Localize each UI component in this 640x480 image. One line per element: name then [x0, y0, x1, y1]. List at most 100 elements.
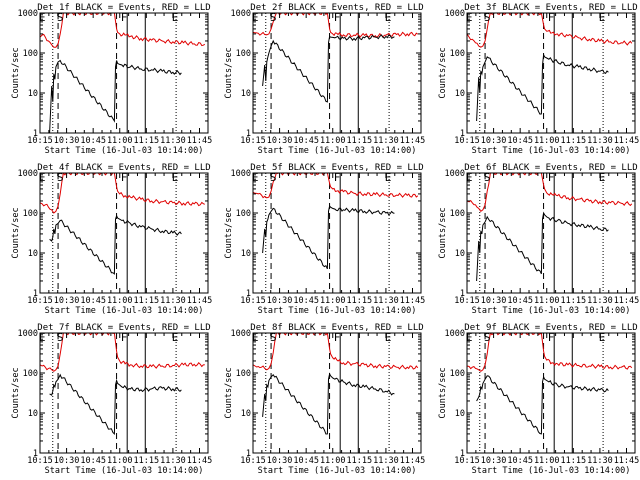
- y-tick-label: 1000: [445, 329, 465, 339]
- x-tick-label: 11:00: [534, 296, 560, 306]
- x-tick-label: 11:30: [587, 296, 613, 306]
- plot-frame: [39, 172, 209, 294]
- plot-frame: [39, 332, 209, 454]
- attenuator-flag-label: S: [484, 171, 491, 184]
- attenuator-flag-label: S: [484, 11, 491, 24]
- panel-title: Det 4f BLACK = Events, RED = LLD: [37, 163, 210, 173]
- y-axis-label: Counts/sec: [11, 207, 21, 258]
- x-tick-label: 11:00: [320, 456, 346, 466]
- events-series-line: [262, 372, 395, 435]
- x-tick-label: 11:00: [107, 136, 133, 146]
- x-tick-label: 10:30: [267, 456, 293, 466]
- x-axis-label: Start Time (16-Jul-03 10:14:00): [45, 306, 204, 316]
- plot-frame: [466, 172, 636, 294]
- y-tick-label: 100: [23, 49, 38, 59]
- y-tick-label: 1000: [445, 9, 465, 19]
- attenuator-flag-label: E: [599, 11, 606, 24]
- attenuator-flag-label: E: [252, 331, 259, 344]
- x-tick-label: 11:15: [561, 136, 587, 146]
- x-tick-label: 11:30: [373, 296, 399, 306]
- x-tick-label: 10:30: [481, 296, 507, 306]
- y-tick-label: 1: [246, 129, 251, 139]
- attenuator-flag-label: E: [599, 171, 606, 184]
- x-tick-label: 11:45: [400, 136, 426, 146]
- events-series-line: [49, 214, 182, 275]
- lld-series-line: [40, 173, 205, 214]
- attenuator-flag-label: F: [334, 11, 341, 24]
- x-tick-label: 10:45: [507, 456, 533, 466]
- panel-title: Det 6f BLACK = Events, RED = LLD: [464, 163, 637, 173]
- x-tick-label: 11:15: [561, 456, 587, 466]
- panel-title: Det 3f BLACK = Events, RED = LLD: [464, 3, 637, 13]
- x-tick-label: 10:15: [240, 456, 266, 466]
- y-tick-label: 100: [450, 49, 465, 59]
- x-tick-label: 11:45: [614, 136, 640, 146]
- y-tick-label: 1: [460, 129, 465, 139]
- y-tick-label: 1: [246, 289, 251, 299]
- x-tick-label: 10:15: [27, 136, 53, 146]
- x-tick-label: 10:45: [507, 136, 533, 146]
- y-tick-label: 1: [33, 449, 38, 459]
- attenuator-flag-label: E: [172, 171, 179, 184]
- x-tick-label: 11:15: [134, 296, 160, 306]
- x-tick-label: 11:15: [347, 136, 373, 146]
- attenuator-flag-label: S: [270, 331, 277, 344]
- x-axis-label: Start Time (16-Jul-03 10:14:00): [472, 146, 631, 156]
- y-tick-label: 1000: [231, 329, 251, 339]
- attenuator-flag-label: F: [121, 171, 128, 184]
- x-tick-label: 10:45: [293, 296, 319, 306]
- events-series-line: [49, 59, 182, 133]
- x-tick-label: 10:15: [27, 456, 53, 466]
- attenuator-flag-label: E: [252, 11, 259, 24]
- x-tick-label: 11:45: [614, 296, 640, 306]
- x-axis-label: Start Time (16-Jul-03 10:14:00): [258, 146, 417, 156]
- x-tick-label: 10:30: [267, 136, 293, 146]
- y-tick-label: 1: [246, 449, 251, 459]
- attenuator-flag-label: F: [548, 171, 555, 184]
- lld-series-line: [467, 13, 633, 48]
- x-tick-label: 11:15: [347, 296, 373, 306]
- x-tick-label: 11:15: [561, 296, 587, 306]
- x-tick-label: 10:45: [293, 456, 319, 466]
- y-tick-label: 1000: [18, 169, 38, 179]
- x-tick-label: 11:00: [320, 136, 346, 146]
- attenuator-flag-label: E: [599, 331, 606, 344]
- attenuator-flag-label: E: [39, 171, 46, 184]
- panel-title: Det 5f BLACK = Events, RED = LLD: [250, 163, 423, 173]
- y-tick-label: 10: [241, 89, 251, 99]
- events-series-line: [476, 211, 609, 282]
- x-tick-label: 11:45: [187, 456, 213, 466]
- events-series-line: [262, 204, 395, 270]
- x-tick-label: 11:45: [400, 456, 426, 466]
- attenuator-flag-label: F: [548, 11, 555, 24]
- y-tick-label: 100: [236, 369, 251, 379]
- y-tick-label: 100: [450, 369, 465, 379]
- y-tick-label: 10: [28, 89, 38, 99]
- attenuator-flag-label: E: [172, 11, 179, 24]
- attenuator-flag-label: S: [57, 331, 64, 344]
- attenuator-flag-label: E: [466, 331, 473, 344]
- y-axis-label: Counts/sec: [11, 367, 21, 418]
- y-tick-label: 1: [33, 289, 38, 299]
- y-tick-label: 100: [236, 209, 251, 219]
- x-axis-label: Start Time (16-Jul-03 10:14:00): [45, 146, 204, 156]
- y-tick-label: 100: [236, 49, 251, 59]
- y-axis-label: Counts/sec: [11, 47, 21, 98]
- x-tick-label: 10:30: [481, 136, 507, 146]
- attenuator-flag-label: E: [385, 11, 392, 24]
- panel-title: Det 8f BLACK = Events, RED = LLD: [250, 323, 423, 333]
- x-axis-label: Start Time (16-Jul-03 10:14:00): [258, 466, 417, 476]
- attenuator-flag-label: E: [172, 331, 179, 344]
- x-tick-label: 11:15: [134, 136, 160, 146]
- lld-series-line: [40, 333, 205, 372]
- x-tick-label: 10:45: [507, 296, 533, 306]
- attenuator-flag-label: S: [57, 171, 64, 184]
- y-tick-label: 1000: [18, 329, 38, 339]
- attenuator-flag-label: F: [121, 11, 128, 24]
- attenuator-flag-label: F: [121, 331, 128, 344]
- y-axis-label: Counts/sec: [438, 207, 448, 258]
